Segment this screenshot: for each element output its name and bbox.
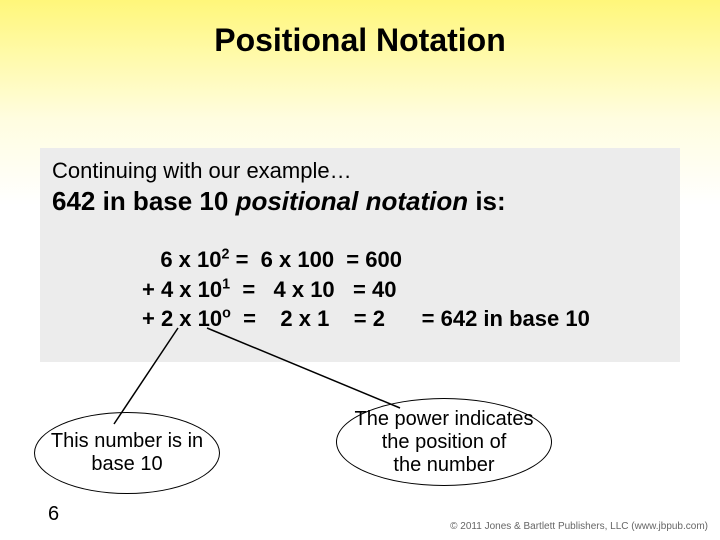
eq-r2b: = 4 x 10 = 40: [230, 277, 396, 302]
main-c: is:: [468, 186, 506, 216]
slide-number: 6: [48, 503, 59, 526]
equation-block: 6 x 102 = 6 x 100 = 600 + 4 x 101 = 4 x …: [142, 245, 668, 334]
callout-left-line2: base 10: [91, 453, 162, 476]
eq-r3a: + 2 x 10: [142, 306, 222, 331]
eq-r1b: = 6 x 100 = 600: [229, 247, 401, 272]
eq-r3b: = 2 x 1 = 2 = 642 in base 10: [231, 306, 590, 331]
copyright-text: © 2011 Jones & Bartlett Publishers, LLC …: [450, 521, 708, 532]
callout-left-line1: This number is in: [51, 430, 203, 453]
callout-right-line3: the number: [393, 454, 494, 477]
eq-exp0: o: [222, 306, 231, 322]
eq-row-3: + 2 x 10o = 2 x 1 = 2 = 642 in base 10: [142, 304, 668, 334]
main-b: positional notation: [236, 186, 469, 216]
eq-r2a: + 4 x 10: [142, 277, 222, 302]
continuing-text: Continuing with our example…: [52, 158, 668, 184]
callout-base10: This number is in base 10: [34, 412, 220, 494]
eq-exp1: 1: [222, 276, 230, 292]
main-a: 642 in base 10: [52, 186, 236, 216]
eq-r1a: 6 x 10: [142, 247, 222, 272]
slide-title: Positional Notation: [0, 0, 720, 59]
callout-right-line1: The power indicates: [355, 408, 534, 431]
callout-right-line2: the position of: [382, 431, 507, 454]
eq-row-2: + 4 x 101 = 4 x 10 = 40: [142, 275, 668, 305]
content-box: Continuing with our example… 642 in base…: [40, 148, 680, 362]
callout-power: The power indicates the position of the …: [336, 398, 552, 486]
main-statement: 642 in base 10 positional notation is:: [52, 186, 668, 217]
eq-row-1: 6 x 102 = 6 x 100 = 600: [142, 245, 668, 275]
